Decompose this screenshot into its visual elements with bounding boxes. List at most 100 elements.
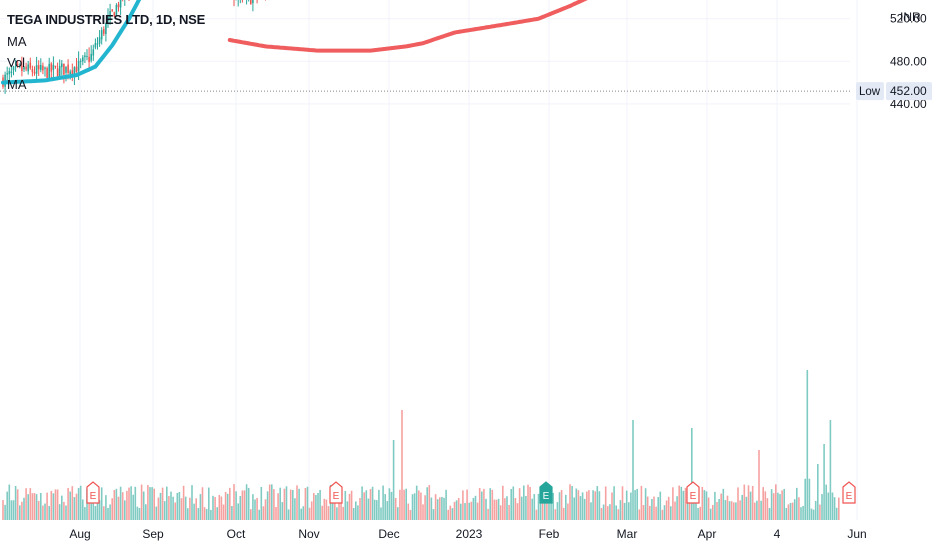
volume-bar xyxy=(180,498,183,520)
candle-body xyxy=(61,63,63,68)
volume-bar xyxy=(787,504,790,520)
volume-bar xyxy=(743,484,746,520)
volume-bar xyxy=(493,499,496,520)
volume-bar xyxy=(798,497,800,520)
volume-bar xyxy=(583,498,586,520)
volume-bar xyxy=(441,496,443,520)
price-axis[interactable]: INR440.00480.00520.00560.00600.00640.006… xyxy=(856,0,932,111)
candle-body xyxy=(8,71,11,75)
time-axis[interactable]: Aug Sep Oct Nov Dec 2023 Feb Mar Apr 4 Jun xyxy=(69,527,866,541)
volume-bar xyxy=(124,500,126,520)
volume-bar xyxy=(560,489,563,520)
volume-bar xyxy=(44,503,46,520)
volume-bar xyxy=(31,493,34,520)
volume-bar xyxy=(814,500,817,520)
price-tick-label: 520.00 xyxy=(890,12,927,26)
volume-bar xyxy=(6,491,8,520)
volume-bar xyxy=(777,492,779,520)
candlesticks xyxy=(2,0,266,94)
volume-bar xyxy=(27,494,29,520)
volume-bar xyxy=(739,500,741,520)
volume-bar xyxy=(634,490,636,520)
volume-bar xyxy=(346,501,349,520)
volume-bar xyxy=(403,489,405,520)
volume-bar xyxy=(772,493,775,520)
candle-body xyxy=(48,63,50,80)
volume-bar xyxy=(399,489,401,520)
volume-bar xyxy=(237,503,239,520)
candle-body xyxy=(84,55,86,58)
volume-bar xyxy=(279,487,281,520)
volume-bar xyxy=(319,489,321,520)
volume-bar xyxy=(365,490,368,520)
volume-bar xyxy=(117,496,120,520)
volume-bar xyxy=(46,492,48,520)
volume-bar xyxy=(533,494,536,520)
volume-bar xyxy=(470,501,473,520)
volume-bar xyxy=(61,495,63,520)
volume-bar xyxy=(688,494,691,520)
earnings-marker: E xyxy=(539,481,553,504)
volume-bar xyxy=(749,491,752,520)
volume-bar xyxy=(98,500,101,520)
volume-bar xyxy=(300,508,302,520)
volume-bar xyxy=(367,498,370,520)
volume-bar xyxy=(226,493,229,520)
volume-bar xyxy=(691,428,693,520)
volume-bar xyxy=(105,495,107,520)
time-tick-label: 4 xyxy=(774,527,781,541)
volume-bar xyxy=(222,504,225,520)
volume-bar xyxy=(245,484,248,520)
volume-bar xyxy=(638,509,641,520)
candle-body xyxy=(69,71,71,75)
volume-bar xyxy=(764,491,767,520)
volume-bar xyxy=(275,507,277,520)
volume-bar xyxy=(735,502,737,520)
low-price-box xyxy=(886,82,932,101)
legend-item-volume[interactable]: Vol xyxy=(7,55,26,70)
volume-bar xyxy=(243,490,246,520)
volume-bar xyxy=(348,493,351,520)
volume-bar xyxy=(315,495,317,520)
volume-bar xyxy=(615,505,617,520)
volume-bar xyxy=(562,507,565,520)
legend-item-ma-long[interactable]: MA xyxy=(7,76,27,92)
volume-bar xyxy=(205,509,208,520)
volume-bar xyxy=(161,487,164,520)
volume-bar xyxy=(453,501,456,520)
legend-item-ma-short[interactable]: MA xyxy=(7,33,27,49)
volume-bar xyxy=(96,488,99,520)
volume-bar xyxy=(783,489,785,520)
volume-bar xyxy=(617,509,620,520)
volume-bar xyxy=(598,491,601,520)
candle-body xyxy=(12,67,15,71)
volume-bar xyxy=(69,491,71,520)
candle-body xyxy=(56,68,59,77)
volume-bar xyxy=(810,508,813,520)
candle-body xyxy=(65,66,67,73)
volume-bar xyxy=(382,485,384,520)
volume-bar xyxy=(600,508,603,520)
volume-bar xyxy=(817,464,819,520)
volume-bar xyxy=(151,487,153,520)
volume-bar xyxy=(355,501,357,520)
volume-bar xyxy=(619,500,622,520)
volume-bar xyxy=(541,493,544,520)
volume-bar xyxy=(254,499,256,520)
volume-bar xyxy=(264,499,267,520)
volume-bar xyxy=(821,494,823,520)
candle-body xyxy=(27,64,29,72)
volume-bar xyxy=(342,506,344,520)
volume-bar xyxy=(768,507,771,520)
candle-body xyxy=(100,30,103,40)
volume-bar xyxy=(737,487,739,520)
volume-bar xyxy=(130,486,132,520)
volume-bar xyxy=(252,494,254,520)
volume-bar xyxy=(529,486,531,520)
symbol-title[interactable]: TEGA INDUSTRIES LTD, 1D, NSE xyxy=(7,12,206,27)
volume-bar xyxy=(628,502,630,520)
volume-bar xyxy=(592,490,594,520)
volume-bar xyxy=(800,507,802,520)
